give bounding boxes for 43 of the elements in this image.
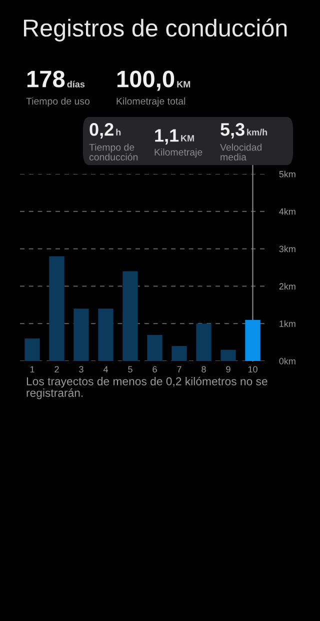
bar: [172, 346, 187, 361]
x-tick-label: 4: [103, 366, 108, 372]
text: h: [116, 128, 121, 136]
y-tick-label: 2km: [279, 282, 296, 290]
y-tick-label: 1km: [280, 320, 296, 327]
x-tick-label: 2: [54, 366, 59, 372]
x-tick-label: 5: [128, 366, 132, 372]
text: 100,0: [117, 70, 174, 91]
x-tick-label: 10: [248, 366, 258, 372]
x-tick-label: 8: [202, 366, 206, 372]
chart-title: Registros de conducción: [24, 18, 287, 42]
text: Tiempo de conducción: [89, 144, 138, 160]
text: 0,2: [90, 123, 114, 138]
text: Velocidad media: [220, 144, 262, 160]
bar: [220, 350, 236, 361]
bar: [245, 320, 260, 361]
x-tick-label: 9: [226, 366, 230, 372]
x-tick-label: 7: [177, 366, 182, 372]
y-tick-label: 0km: [279, 358, 296, 364]
bar: [24, 338, 40, 361]
y-tick-label: 5km: [279, 170, 296, 178]
text: 5,3: [220, 123, 244, 138]
text: Tiempo de uso: [26, 97, 90, 107]
bar: [74, 308, 89, 361]
x-tick-label: 3: [79, 366, 84, 372]
text: Kilometraje: [154, 148, 202, 158]
bar: [49, 256, 64, 361]
text: Los trayectos de menos de 0,2 kilómetros no se registrarán.: [26, 376, 268, 400]
x-tick-label: 6: [152, 366, 157, 372]
text: KM: [177, 81, 190, 88]
text: días: [67, 80, 85, 88]
x-tick-label: 1: [30, 366, 34, 372]
text: Kilometraje total: [116, 97, 186, 107]
text: 1,1: [155, 129, 179, 144]
y-tick-label: 3km: [279, 246, 296, 252]
text: km/h: [247, 128, 268, 136]
bar: [147, 334, 162, 361]
bar: [122, 271, 138, 361]
bar: [98, 308, 114, 361]
text: KM: [181, 135, 194, 142]
text: 178: [27, 70, 65, 88]
bar: [196, 324, 212, 361]
y-tick-label: 4km: [279, 208, 296, 215]
